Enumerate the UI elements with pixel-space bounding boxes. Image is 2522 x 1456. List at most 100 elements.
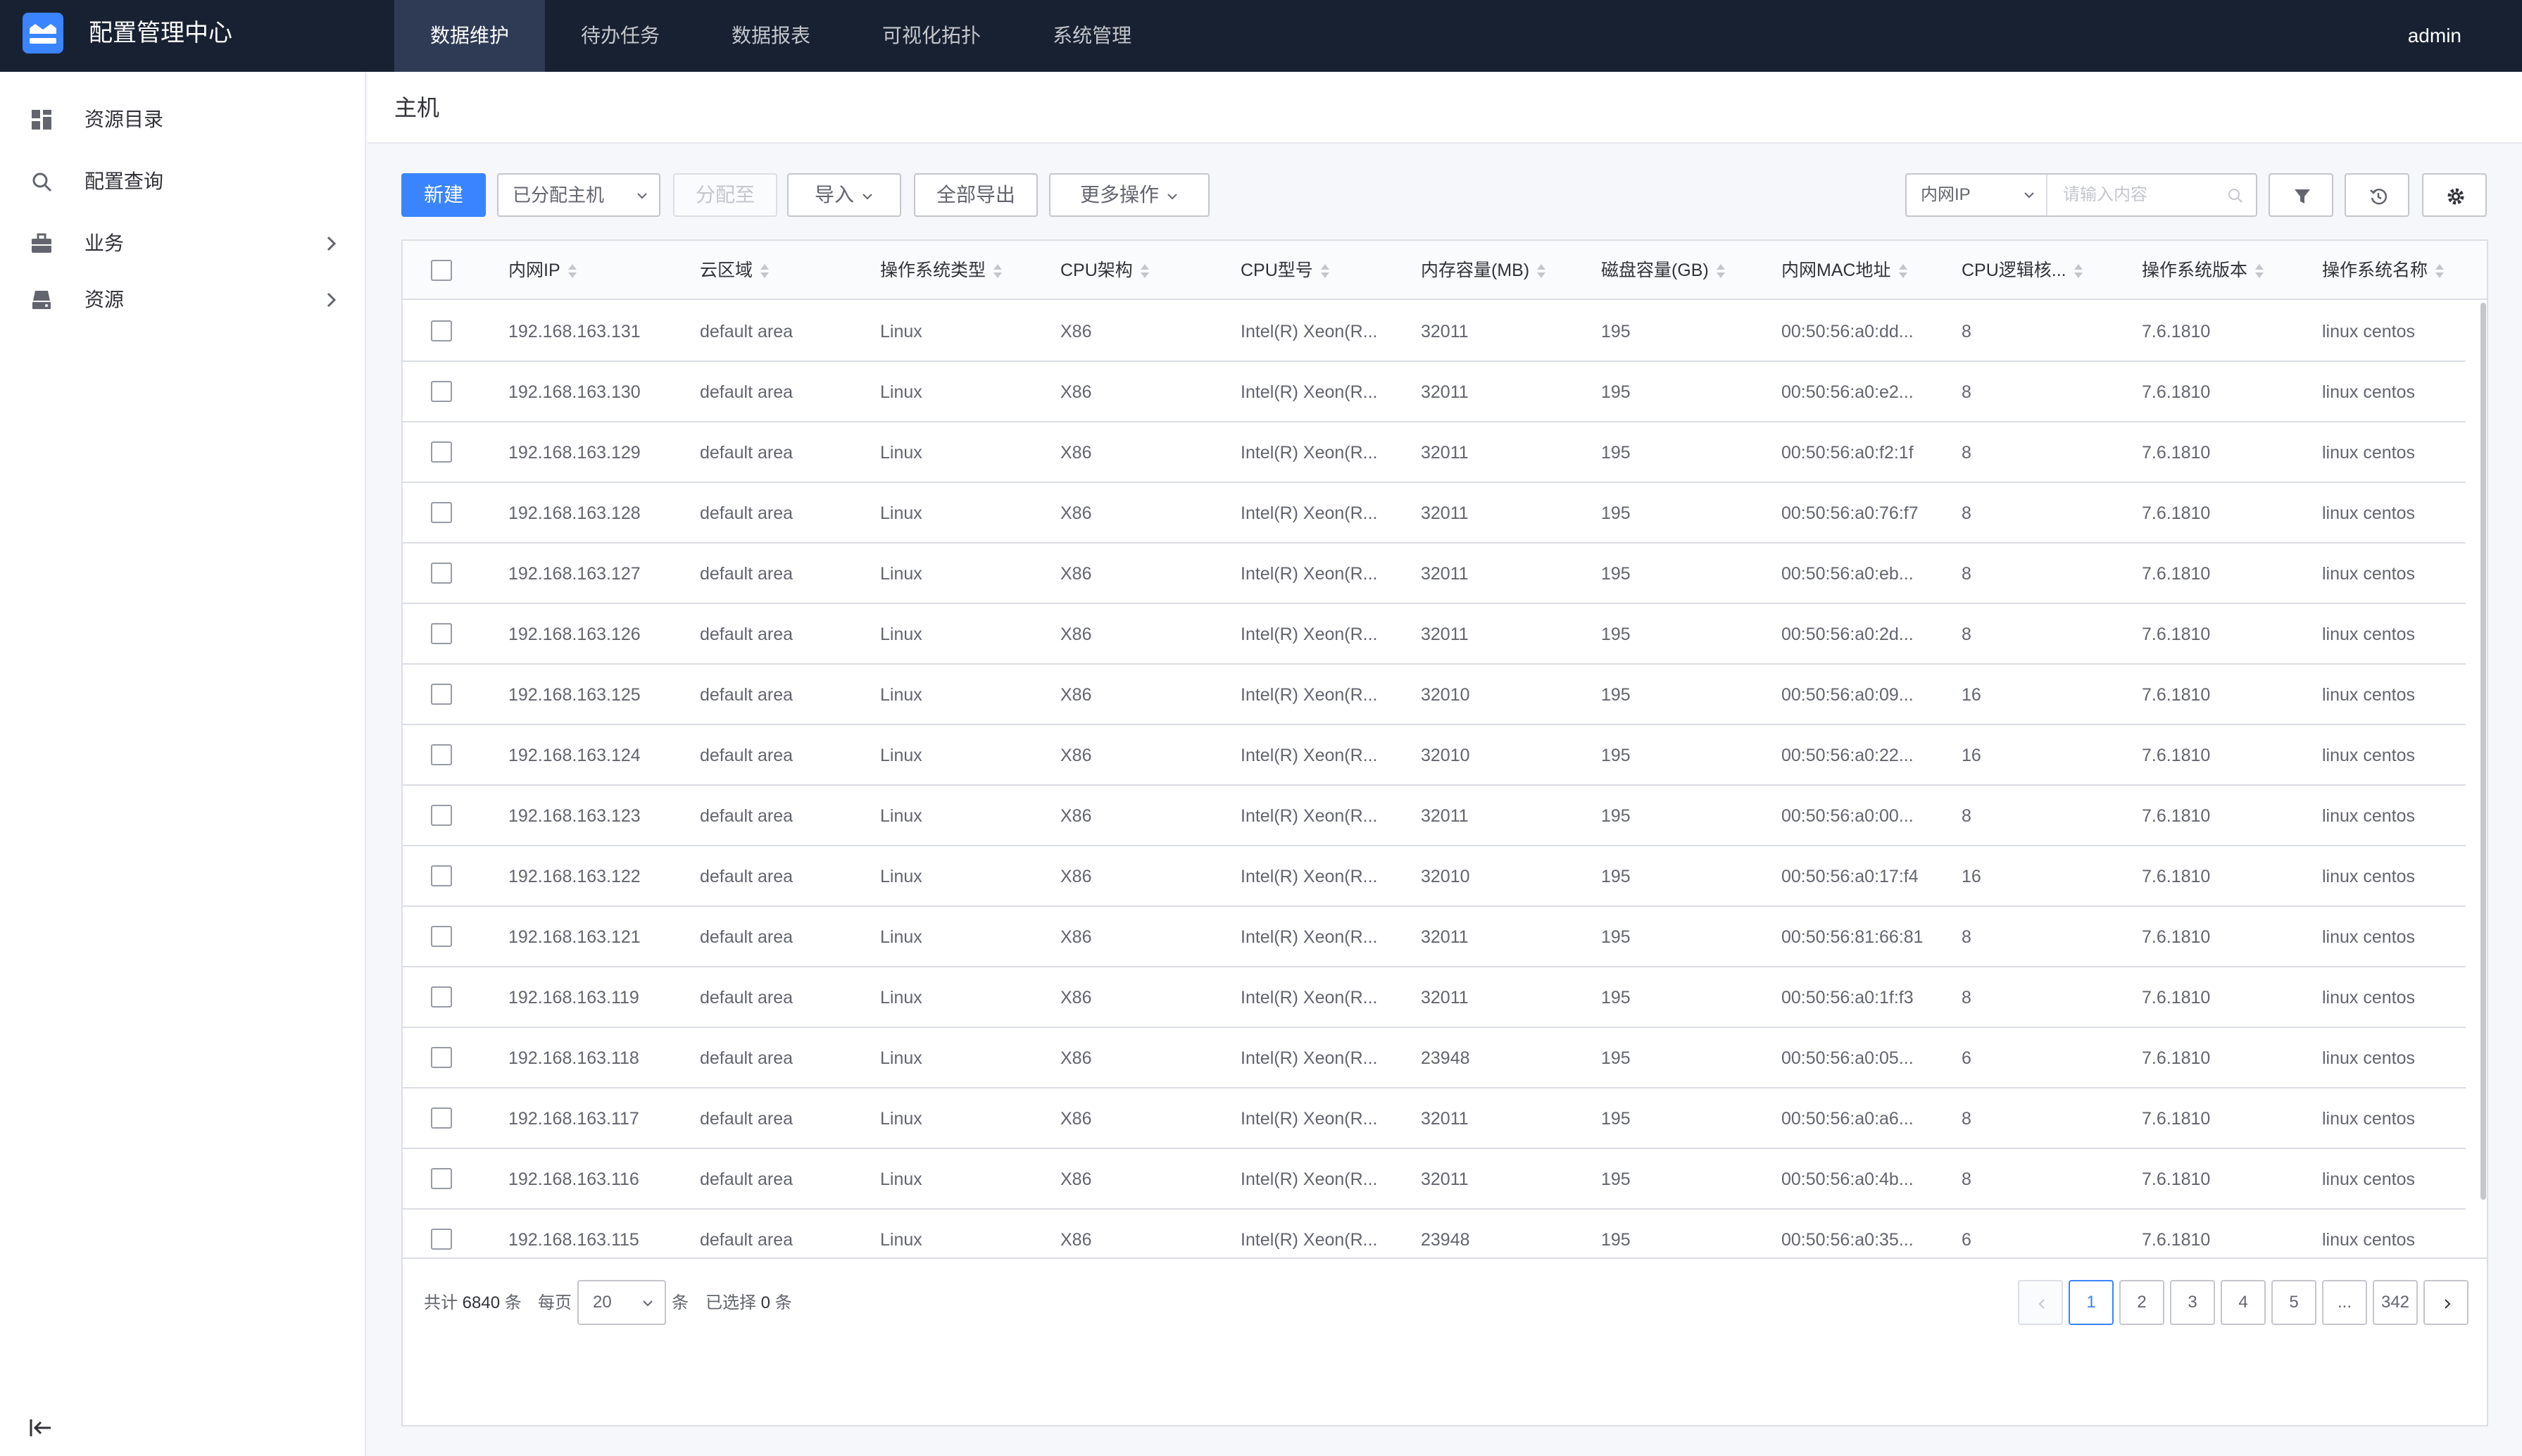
search-icon[interactable] [2226, 187, 2245, 205]
sort-icon[interactable] [1320, 263, 1330, 280]
sort-icon[interactable] [2074, 263, 2083, 280]
nav-item-data-maintenance[interactable]: 数据维护 [394, 0, 546, 72]
sort-icon[interactable] [2435, 263, 2445, 280]
sort-icon[interactable] [1140, 263, 1150, 280]
import-button[interactable]: 导入 [787, 173, 901, 217]
more-actions-button[interactable]: 更多操作 [1049, 173, 1210, 217]
row-checkbox[interactable] [431, 1229, 452, 1250]
column-header-mac[interactable]: 内网MAC地址 [1781, 241, 1908, 300]
cell-internal-ip[interactable]: 192.168.163.124 [508, 746, 641, 765]
table-scrollbar[interactable] [2480, 303, 2486, 1200]
table-row[interactable]: 192.168.163.117 default area Linux X86 Intel… [403, 1088, 2466, 1149]
table-row[interactable]: 192.168.163.126 default area Linux X86 Intel… [403, 604, 2466, 665]
nav-item-todo[interactable]: 待办任务 [581, 25, 660, 46]
row-checkbox[interactable] [431, 1107, 452, 1129]
column-header-os-name[interactable]: 操作系统名称 [2322, 241, 2445, 300]
nav-item-topology[interactable]: 可视化拓扑 [882, 25, 981, 46]
cell-internal-ip[interactable]: 192.168.163.123 [508, 806, 641, 826]
table-row[interactable]: 192.168.163.131 default area Linux X86 Intel… [403, 301, 2466, 362]
select-all-checkbox[interactable] [431, 260, 452, 281]
cell-internal-ip[interactable]: 192.168.163.121 [508, 927, 641, 947]
row-checkbox[interactable] [431, 926, 452, 947]
cell-internal-ip[interactable]: 192.168.163.117 [508, 1109, 639, 1129]
column-header-memory[interactable]: 内存容量(MB) [1421, 241, 1546, 300]
row-checkbox[interactable] [431, 502, 452, 523]
nav-item-reports[interactable]: 数据报表 [732, 25, 811, 46]
next-page-button[interactable] [2423, 1280, 2468, 1325]
page-button-2[interactable]: 2 [2119, 1280, 2164, 1325]
sort-icon[interactable] [1536, 263, 1546, 280]
cell-internal-ip[interactable]: 192.168.163.127 [508, 564, 641, 584]
row-checkbox[interactable] [431, 381, 452, 402]
column-header-cpu-arch[interactable]: CPU架构 [1060, 241, 1150, 300]
table-row[interactable]: 192.168.163.128 default area Linux X86 Intel… [403, 483, 2466, 544]
table-row[interactable]: 192.168.163.125 default area Linux X86 Intel… [403, 665, 2466, 725]
table-row[interactable]: 192.168.163.127 default area Linux X86 Intel… [403, 544, 2466, 604]
export-all-button[interactable]: 全部导出 [914, 173, 1038, 217]
filter-button[interactable] [2269, 173, 2333, 217]
page-button-3[interactable]: 3 [2170, 1280, 2215, 1325]
collapse-left-icon[interactable] [28, 1415, 54, 1441]
row-checkbox[interactable] [431, 1168, 452, 1189]
column-header-internal-ip[interactable]: 内网IP [508, 241, 577, 300]
search-input[interactable] [2049, 175, 2232, 215]
row-checkbox[interactable] [431, 865, 452, 886]
page-size-select[interactable]: 20 [577, 1280, 666, 1325]
sort-icon[interactable] [1716, 263, 1726, 280]
row-checkbox[interactable] [431, 986, 452, 1008]
table-row[interactable]: 192.168.163.130 default area Linux X86 Intel… [403, 362, 2466, 422]
sort-icon[interactable] [760, 263, 770, 280]
sort-icon[interactable] [567, 263, 577, 280]
sidebar-item-resource-catalog[interactable]: 资源目录 [0, 93, 366, 146]
column-header-os-type[interactable]: 操作系统类型 [880, 241, 1003, 300]
column-header-disk[interactable]: 磁盘容量(GB) [1601, 241, 1726, 300]
cell-internal-ip[interactable]: 192.168.163.125 [508, 685, 641, 705]
user-menu[interactable]: admin [2407, 25, 2461, 46]
row-checkbox[interactable] [431, 1047, 452, 1068]
settings-button[interactable] [2422, 173, 2487, 217]
row-checkbox[interactable] [431, 684, 452, 705]
cell-internal-ip[interactable]: 192.168.163.119 [508, 988, 639, 1008]
search-field-select[interactable]: 内网IP [1907, 175, 2047, 215]
cell-internal-ip[interactable]: 192.168.163.116 [508, 1169, 639, 1189]
cell-internal-ip[interactable]: 192.168.163.126 [508, 625, 641, 644]
row-checkbox[interactable] [431, 744, 452, 765]
table-row[interactable]: 192.168.163.116 default area Linux X86 Intel… [403, 1149, 2466, 1210]
table-row[interactable]: 192.168.163.129 default area Linux X86 Intel… [403, 422, 2466, 483]
table-row[interactable]: 192.168.163.122 default area Linux X86 Intel… [403, 846, 2466, 907]
row-checkbox[interactable] [431, 623, 452, 644]
page-ellipsis-button[interactable]: ... [2322, 1280, 2367, 1325]
column-header-cpu-model[interactable]: CPU型号 [1241, 241, 1330, 300]
cell-internal-ip[interactable]: 192.168.163.131 [508, 322, 641, 341]
app-logo-icon[interactable] [23, 13, 63, 54]
sort-icon[interactable] [2254, 263, 2264, 280]
column-header-cloud-area[interactable]: 云区域 [700, 241, 770, 300]
column-header-cpu-cores[interactable]: CPU逻辑核... [1962, 241, 2083, 300]
page-button-4[interactable]: 4 [2221, 1280, 2266, 1325]
sort-icon[interactable] [993, 263, 1003, 280]
row-checkbox[interactable] [431, 441, 452, 463]
refresh-button[interactable] [2345, 173, 2409, 217]
row-checkbox[interactable] [431, 563, 452, 584]
new-button[interactable]: 新建 [401, 173, 486, 217]
assigned-host-select[interactable]: 已分配主机 [497, 173, 660, 217]
page-button-5[interactable]: 5 [2271, 1280, 2316, 1325]
cell-internal-ip[interactable]: 192.168.163.115 [508, 1230, 639, 1250]
cell-internal-ip[interactable]: 192.168.163.128 [508, 503, 641, 523]
cell-internal-ip[interactable]: 192.168.163.118 [508, 1048, 639, 1068]
sidebar-item-business[interactable]: 业务 [0, 217, 366, 270]
page-button-last[interactable]: 342 [2373, 1280, 2418, 1325]
row-checkbox[interactable] [431, 805, 452, 826]
prev-page-button[interactable] [2018, 1280, 2063, 1325]
page-button-1[interactable]: 1 [2069, 1280, 2114, 1325]
sidebar-item-config-query[interactable]: 配置查询 [0, 155, 366, 208]
sort-icon[interactable] [1898, 263, 1908, 280]
table-row[interactable]: 192.168.163.119 default area Linux X86 Intel… [403, 967, 2466, 1028]
table-row[interactable]: 192.168.163.123 default area Linux X86 Intel… [403, 786, 2466, 846]
table-row[interactable]: 192.168.163.124 default area Linux X86 Intel… [403, 725, 2466, 786]
assign-to-button[interactable]: 分配至 [673, 173, 777, 217]
cell-internal-ip[interactable]: 192.168.163.130 [508, 382, 641, 402]
table-row[interactable]: 192.168.163.118 default area Linux X86 Intel… [403, 1028, 2466, 1088]
cell-internal-ip[interactable]: 192.168.163.129 [508, 443, 641, 463]
sidebar-item-resources[interactable]: 资源 [0, 273, 366, 327]
